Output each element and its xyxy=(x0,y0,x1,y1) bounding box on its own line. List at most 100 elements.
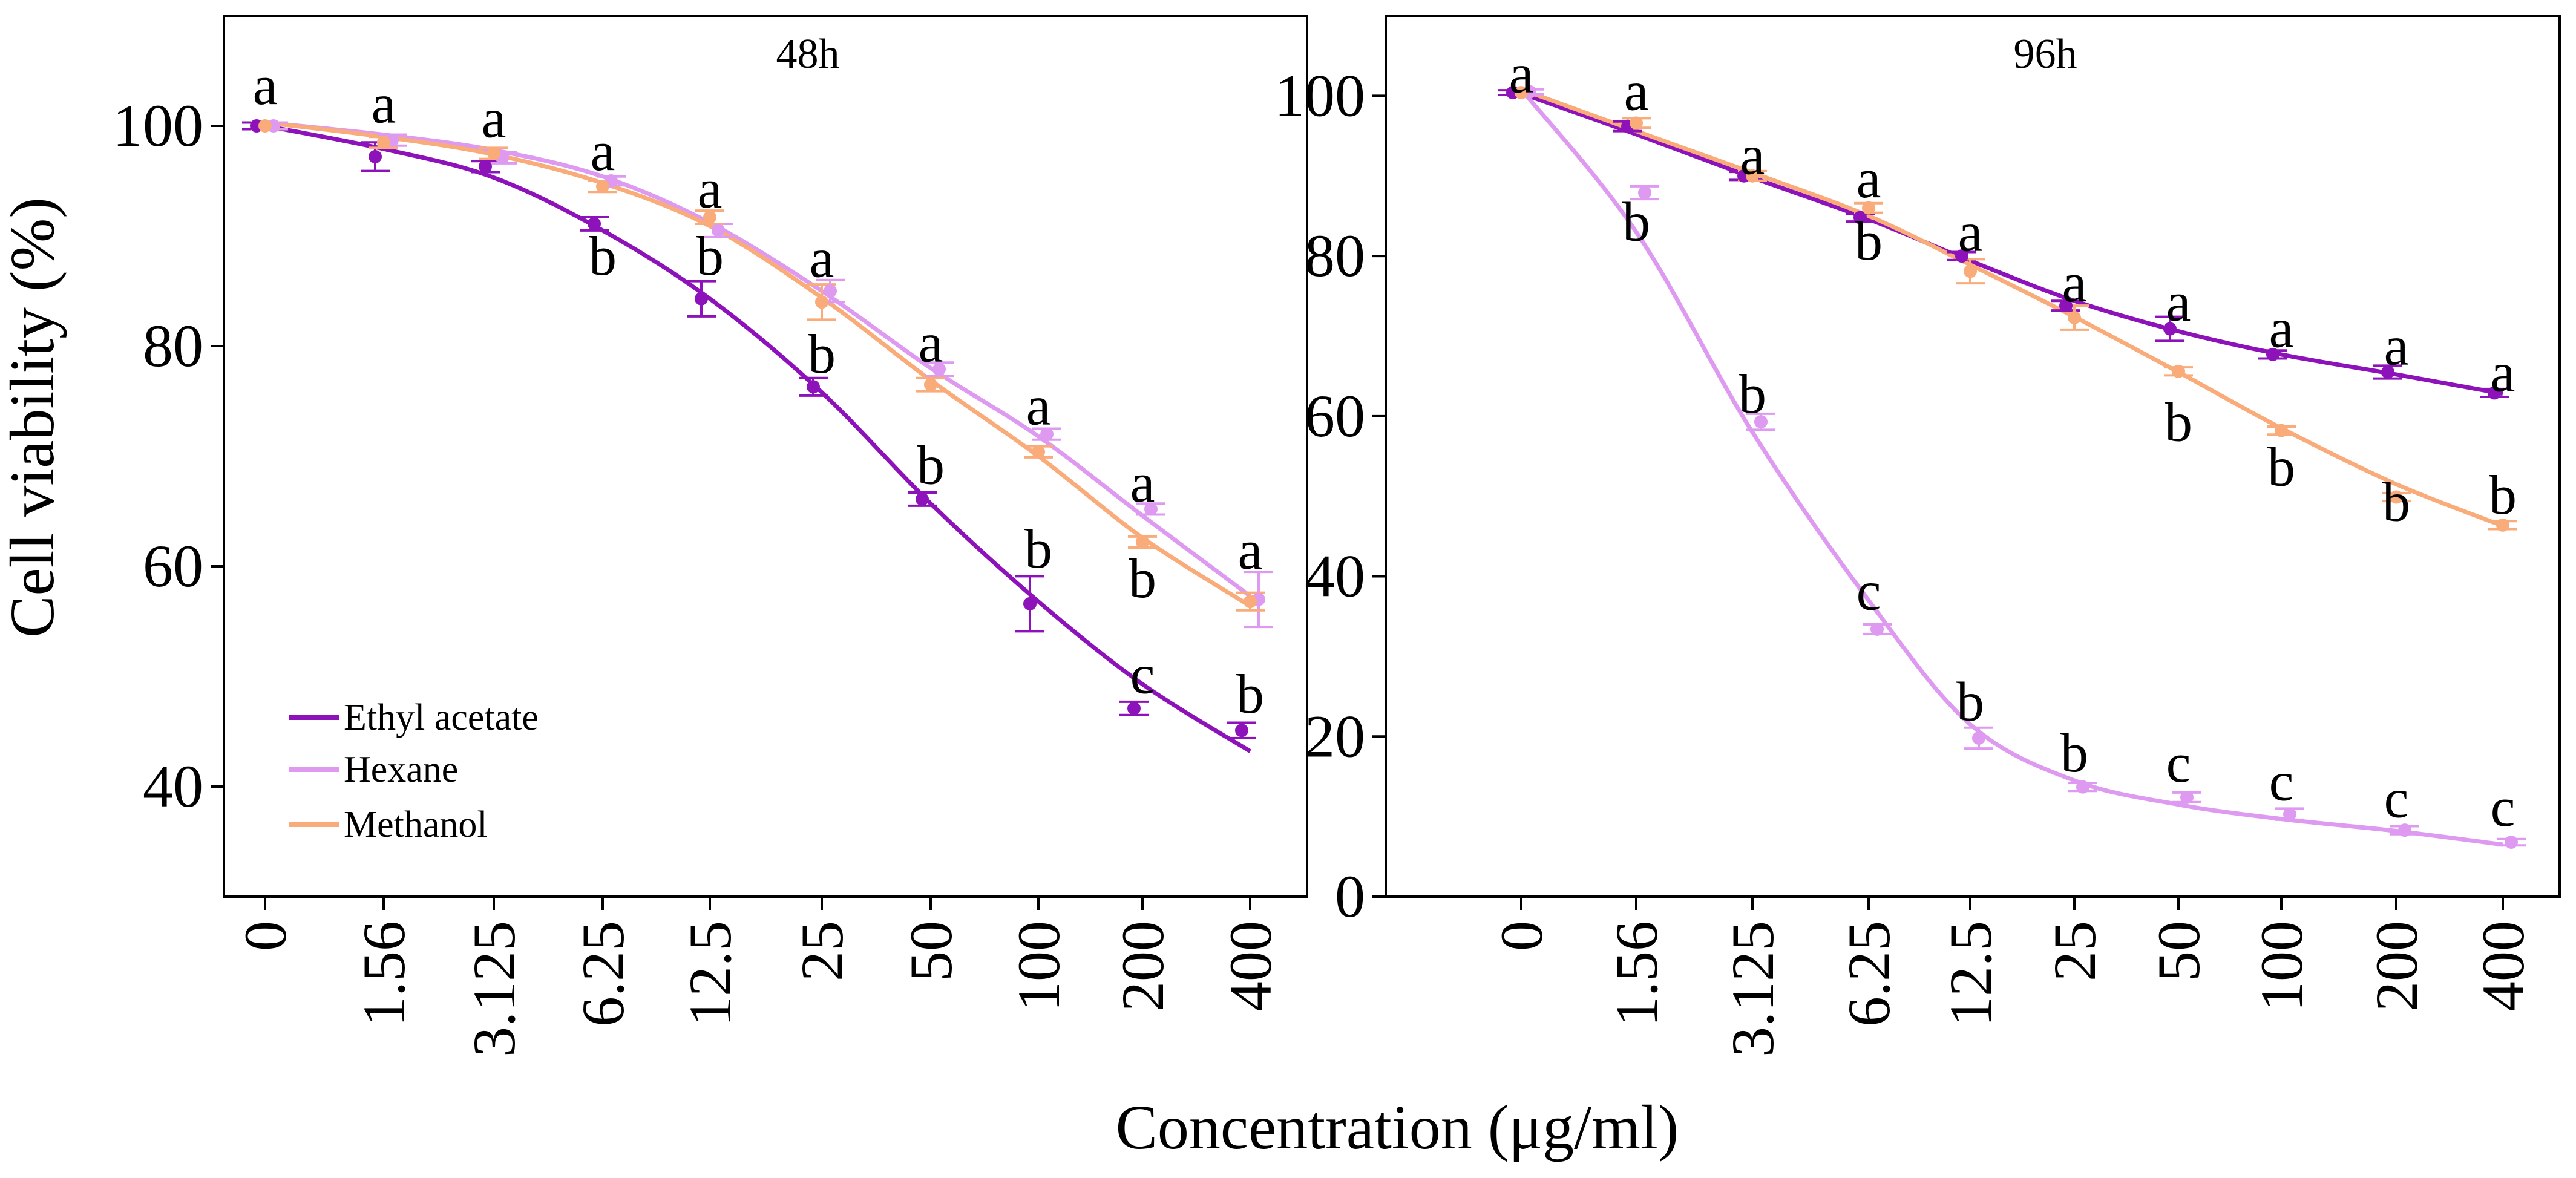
point-48h-methanol-3-125 xyxy=(487,146,500,160)
point-48h-methanol-25 xyxy=(815,295,828,309)
point-48h-hexane-50 xyxy=(932,362,946,376)
point-96h-hexane-6-25 xyxy=(1870,622,1884,636)
x-tick-label-48h-6-25: 6.25 xyxy=(569,921,637,1027)
sig-letter-48h-200-14: b xyxy=(1129,548,1156,609)
sig-letter-48h-50-9: a xyxy=(919,312,943,374)
x-tick-label-96h-400: 400 xyxy=(2469,921,2537,1012)
x-axis-96h: 0 1.56 3.125 6.25 12.5 25 50 100 200 400 xyxy=(1488,897,2537,1057)
point-48h-ethyl-acetate-200 xyxy=(1127,701,1141,715)
point-96h-hexane-400 xyxy=(2505,835,2518,849)
fit-curve-96h-hexane xyxy=(1519,88,2503,847)
point-96h-methanol-6-25 xyxy=(1862,201,1875,215)
point-96h-ethyl-acetate-50 xyxy=(2163,322,2177,336)
point-48h-methanol-6-25 xyxy=(596,180,609,194)
sig-letter-48h-100-12: b xyxy=(1024,518,1052,580)
points-48h xyxy=(250,119,1265,738)
sig-letter-96h-50-13: b xyxy=(2165,391,2192,453)
chart-title-96h: 96h xyxy=(2014,31,2077,77)
plot-frame-48h xyxy=(223,15,1308,898)
point-48h-hexane-12-5 xyxy=(712,223,725,237)
sig-letter-96h-50-12: a xyxy=(2166,271,2191,333)
sig-letter-96h-1-56-2: b xyxy=(1622,191,1650,252)
sig-letter-96h-400-21: a xyxy=(2491,341,2515,403)
sig-letter-96h-50-14: c xyxy=(2166,732,2191,794)
sig-letter-96h-100-15: a xyxy=(2269,297,2294,359)
y-axis-label: Cell viability (%) xyxy=(0,197,67,638)
curves-96h xyxy=(1519,87,2504,847)
sig-letter-96h-6-25-6: b xyxy=(1855,210,1883,272)
errorbars-96h xyxy=(1498,88,2526,847)
x-tick-label-48h-25: 25 xyxy=(788,921,856,981)
y-tick-label-96h-20: 20 xyxy=(1305,702,1365,770)
x-tick-label-48h-3-125: 3.125 xyxy=(460,921,528,1057)
sig-letter-48h-6-25-4: b xyxy=(589,225,617,287)
chart-title-48h: 48h xyxy=(776,31,840,77)
point-96h-hexane-25 xyxy=(2076,780,2089,794)
legend-label-hexane: Hexane xyxy=(344,749,458,790)
point-96h-hexane-1-56 xyxy=(1638,186,1651,200)
y-tick-label-48h-80: 80 xyxy=(143,312,203,379)
point-48h-ethyl-acetate-3-125 xyxy=(479,160,492,174)
point-48h-ethyl-acetate-6-25 xyxy=(588,217,601,231)
x-tick-label-48h-50: 50 xyxy=(897,921,965,981)
point-48h-methanol-1-56 xyxy=(377,136,390,149)
sig-letter-96h-25-11: b xyxy=(2060,722,2088,784)
x-tick-label-96h-12-5: 12.5 xyxy=(1937,921,2004,1027)
point-48h-ethyl-acetate-25 xyxy=(807,380,820,394)
sig-letter-48h-12-5-6: b xyxy=(696,225,724,287)
point-96h-ethyl-acetate-200 xyxy=(2381,365,2394,379)
sig-letter-48h-25-8: b xyxy=(808,323,836,385)
sig-letter-96h-200-18: a xyxy=(2384,315,2409,377)
point-96h-methanol-12-5 xyxy=(1964,264,1977,278)
sig-letter-48h-0-0: a xyxy=(253,54,278,116)
points-96h xyxy=(1506,85,2518,849)
x-tick-label-48h-400: 400 xyxy=(1217,921,1284,1012)
fit-curve-96h-methanol xyxy=(1520,87,2504,528)
point-96h-hexane-50 xyxy=(2180,790,2194,804)
point-48h-ethyl-acetate-100 xyxy=(1023,597,1037,610)
chart-96h: 96h 0 20 40 60 80 100 0 1.56 3.125 6.25 12.5 25 50 1… xyxy=(1274,15,2561,1057)
point-48h-ethyl-acetate-50 xyxy=(916,492,929,506)
point-48h-methanol-12-5 xyxy=(703,211,716,224)
sig-letter-96h-12-5-9: b xyxy=(1956,670,1984,732)
x-tick-label-48h-12-5: 12.5 xyxy=(677,921,744,1027)
point-96h-methanol-50 xyxy=(2172,364,2185,378)
point-48h-methanol-0 xyxy=(258,119,272,133)
curves-48h xyxy=(264,120,1252,753)
y-tick-label-48h-100: 100 xyxy=(113,92,203,159)
fit-curve-48h-ethyl-acetate xyxy=(264,123,1251,753)
sig-letter-96h-6-25-7: c xyxy=(1857,560,1881,622)
sig-letter-48h-25-7: a xyxy=(810,227,834,289)
point-48h-ethyl-acetate-1-56 xyxy=(369,149,382,163)
point-96h-ethyl-acetate-400 xyxy=(2488,386,2501,400)
sig-letter-96h-400-23: c xyxy=(2491,776,2515,838)
point-96h-methanol-3-125 xyxy=(1746,169,1759,183)
y-tick-label-96h-60: 60 xyxy=(1305,382,1365,450)
sig-letter-48h-1-56-1: a xyxy=(372,73,396,135)
point-48h-methanol-50 xyxy=(924,378,937,391)
y-tick-label-96h-80: 80 xyxy=(1305,222,1365,289)
x-axis-48h: 0 1.56 3.125 6.25 12.5 25 50 100 200 400 xyxy=(232,897,1284,1057)
x-tick-label-96h-1-56: 1.56 xyxy=(1603,921,1670,1027)
y-tick-label-48h-40: 40 xyxy=(143,753,203,820)
point-96h-methanol-400 xyxy=(2496,518,2509,532)
fit-curve-96h-ethyl-acetate xyxy=(1520,91,2503,396)
point-48h-ethyl-acetate-12-5 xyxy=(695,292,708,306)
y-tick-label-96h-100: 100 xyxy=(1274,62,1365,129)
x-tick-label-96h-50: 50 xyxy=(2145,921,2212,981)
x-tick-label-48h-1-56: 1.56 xyxy=(350,921,418,1027)
x-axis-label: Concentration (μg/ml) xyxy=(1116,1093,1679,1162)
y-axis-48h: 40 60 80 100 xyxy=(113,92,224,820)
point-48h-ethyl-acetate-400 xyxy=(1235,724,1248,738)
sig-letter-48h-50-10: b xyxy=(917,434,945,496)
sig-letter-96h-400-22: b xyxy=(2489,464,2517,526)
sig-letter-96h-12-5-8: a xyxy=(1958,201,1983,263)
x-tick-label-96h-0: 0 xyxy=(1488,921,1555,951)
point-48h-hexane-100 xyxy=(1040,427,1054,441)
point-48h-methanol-100 xyxy=(1032,445,1045,459)
legend-label-methanol: Methanol xyxy=(344,804,488,845)
point-48h-methanol-400 xyxy=(1244,595,1257,609)
